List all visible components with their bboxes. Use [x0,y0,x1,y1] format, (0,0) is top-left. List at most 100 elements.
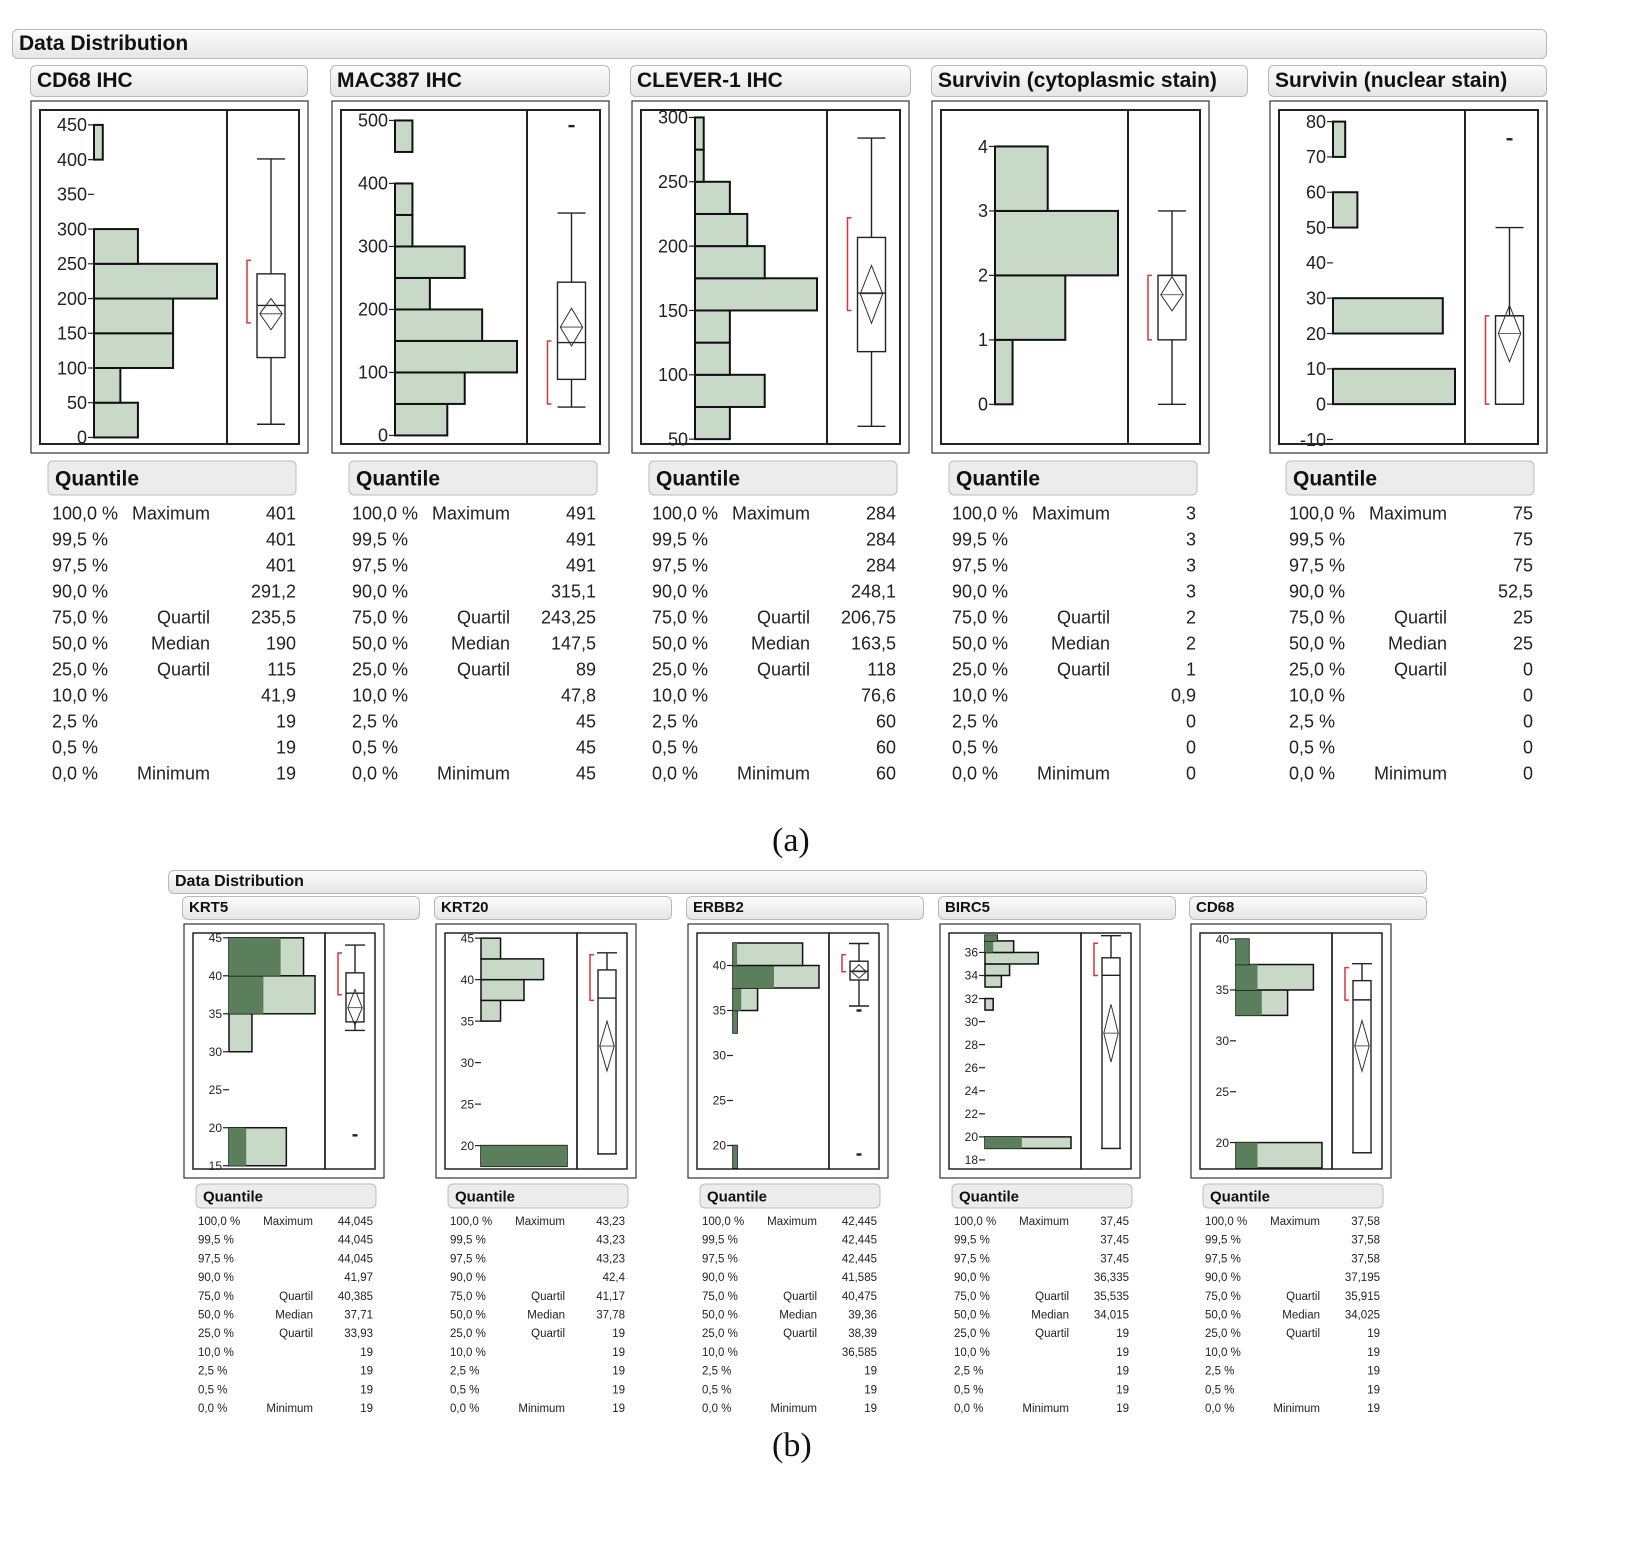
quantile-value: 60 [876,711,896,731]
panel-title[interactable]: KRT5 [182,896,420,920]
quantile-percent: 2,5 % [1289,711,1335,731]
mean-diamond [1160,275,1184,312]
quantile-label: Median [1031,1310,1069,1322]
quantile-percent: 99,5 % [198,1235,234,1247]
panel-title[interactable]: Survivin (cytoplasmic stain) [931,65,1248,97]
histogram-bar [480,958,545,981]
quantile-value: 284 [866,503,896,523]
histogram-bar [1332,120,1347,158]
quantile-percent: 0,5 % [1205,1384,1234,1396]
quantile-value: 19 [1116,1366,1129,1378]
quantile-percent: 90,0 % [1205,1272,1241,1284]
quantile-header[interactable] [47,460,297,496]
quantile-percent: 97,5 % [1289,555,1345,575]
quantile-header[interactable] [447,1183,629,1209]
panel-title[interactable]: ERBB2 [686,896,924,920]
quantile-value: 19 [612,1384,625,1396]
quantile-header[interactable] [1285,460,1535,496]
y-tick-label: 40 [713,959,727,973]
quantile-value: 19 [1367,1366,1380,1378]
quantile-percent: 2,5 % [702,1366,731,1378]
quantile-percent: 25,0 % [954,1328,990,1340]
boxplot-area [226,109,300,445]
quantile-header[interactable] [1202,1183,1384,1209]
panel-title[interactable]: CLEVER-1 IHC [630,65,911,97]
histogram-bar-highlight [229,975,264,1014]
quantile-value: 37,45 [1100,1216,1129,1228]
quantile-percent: 25,0 % [1289,659,1345,679]
histogram-bar-highlight [733,1145,738,1168]
quantile-value: 44,045 [338,1253,373,1265]
quantile-value: 19 [1116,1403,1129,1415]
quantile-header[interactable] [348,460,598,496]
panel-title[interactable]: KRT20 [434,896,672,920]
quantile-percent: 50,0 % [52,633,108,653]
quantile-value: 37,45 [1100,1253,1129,1265]
shortest-half-bracket [846,217,852,312]
quantile-value: 36,335 [1094,1272,1129,1284]
y-tick-label: 20 [965,1130,979,1144]
panel-title[interactable]: CD68 IHC [30,65,308,97]
y-tick-label: 60 [1306,183,1326,203]
y-tick-label: 20 [1306,324,1326,344]
quantile-label: Quartil [1035,1328,1069,1340]
quantile-label: Quartil [279,1291,313,1303]
y-tick-label: 100 [658,365,688,385]
y-tick-label: 30 [713,1049,727,1063]
quantile-value: 89 [576,659,596,679]
quantile-label: Quartil [1286,1328,1320,1340]
mean-diamond [559,307,584,347]
boxplot-area [828,932,880,1170]
quantile-label: Median [1282,1310,1320,1322]
quantile-percent: 25,0 % [352,659,408,679]
box [1157,274,1187,341]
quantile-label: Maximum [732,503,810,523]
quantile-value: 75 [1513,503,1533,523]
quantile-value: 36,585 [842,1347,877,1359]
quantile-header-label: Quantile [656,467,740,490]
shortest-half-bracket [841,953,846,973]
quantile-percent: 100,0 % [652,503,718,523]
quantile-percent: 97,5 % [702,1253,738,1265]
quantile-value: 41,585 [842,1272,877,1284]
quantile-header[interactable] [648,460,898,496]
y-tick-label: 200 [658,236,688,256]
quantile-value: 44,045 [338,1216,373,1228]
panel-title[interactable]: BIRC5 [938,896,1176,920]
shortest-half-bracket [546,340,552,405]
y-tick-label: 4 [978,137,988,157]
section-header[interactable]: Data Distribution [168,870,1427,894]
quantile-header[interactable] [951,1183,1133,1209]
panel-title[interactable]: CD68 [1189,896,1427,920]
quantile-label: Minimum [1374,763,1447,783]
quantile-header[interactable] [699,1183,881,1209]
quantile-header[interactable] [195,1183,377,1209]
section-header[interactable]: Data Distribution [12,29,1547,59]
quantile-percent: 99,5 % [352,529,408,549]
shortest-half-bracket [1093,942,1098,977]
quantile-value: 41,9 [261,685,296,705]
quantile-percent: 100,0 % [198,1216,240,1228]
quantile-value: 0 [1186,711,1196,731]
quantile-label: Quartil [1057,659,1110,679]
histogram-bar [93,262,218,300]
quantile-value: 19 [360,1347,373,1359]
panel-title[interactable]: MAC387 IHC [330,65,610,97]
quantile-percent: 100,0 % [1205,1216,1247,1228]
quantile-header[interactable] [948,460,1198,496]
y-tick-label: 35 [713,1004,727,1018]
quantile-percent: 75,0 % [702,1291,738,1303]
y-tick-label: 34 [965,969,979,983]
quantile-value: 33,93 [344,1328,373,1340]
panel-title[interactable]: Survivin (nuclear stain) [1268,65,1547,97]
quantile-label: Quartil [157,607,210,627]
quantile-percent: 2,5 % [1205,1366,1234,1378]
histogram-bar [694,309,731,344]
quantile-percent: 25,0 % [652,659,708,679]
y-tick-label: 25 [461,1097,475,1111]
quantile-header-label: Quantile [956,467,1040,490]
quantile-value: 315,1 [551,581,596,601]
quantile-percent: 100,0 % [954,1216,996,1228]
